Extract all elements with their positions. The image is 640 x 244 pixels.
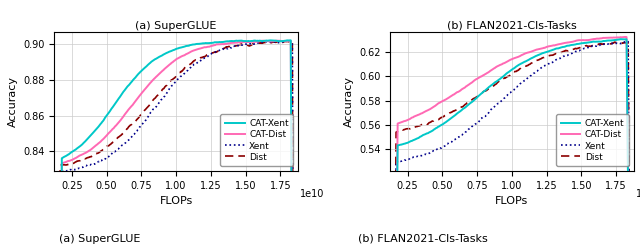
Xent bbox=[529, 72, 537, 75]
Line: CAT-Xent: CAT-Xent bbox=[394, 39, 630, 244]
CAT-Xent bbox=[161, 52, 169, 55]
CAT-Dist bbox=[568, 41, 575, 43]
Dist bbox=[193, 58, 201, 61]
Dist bbox=[287, 39, 294, 42]
Dist bbox=[212, 50, 220, 53]
Xent bbox=[232, 44, 240, 47]
CAT-Xent bbox=[115, 97, 122, 100]
Legend: CAT-Xent, CAT-Dist, Xent, Dist: CAT-Xent, CAT-Dist, Xent, Dist bbox=[220, 114, 293, 166]
CAT-Dist bbox=[96, 141, 104, 144]
CAT-Dist bbox=[212, 43, 220, 46]
CAT-Xent bbox=[616, 38, 624, 41]
Text: 1e10: 1e10 bbox=[636, 189, 640, 199]
CAT-Dist bbox=[432, 104, 440, 107]
CAT-Xent bbox=[212, 41, 220, 44]
CAT-Xent bbox=[287, 39, 294, 42]
Title: (a) SuperGLUE: (a) SuperGLUE bbox=[136, 21, 217, 31]
Dist bbox=[568, 48, 575, 51]
CAT-Dist bbox=[621, 35, 629, 38]
Xent bbox=[285, 39, 293, 42]
CAT-Dist bbox=[497, 63, 504, 66]
Xent bbox=[623, 40, 630, 43]
Dist bbox=[96, 151, 104, 153]
CAT-Xent bbox=[96, 124, 104, 127]
Xent bbox=[497, 100, 504, 103]
Dist bbox=[161, 85, 169, 88]
Line: Xent: Xent bbox=[394, 41, 630, 244]
CAT-Dist bbox=[548, 44, 556, 47]
Legend: CAT-Xent, CAT-Dist, Xent, Dist: CAT-Xent, CAT-Dist, Xent, Dist bbox=[556, 114, 629, 166]
Line: CAT-Dist: CAT-Dist bbox=[58, 41, 294, 244]
Dist bbox=[497, 78, 504, 81]
Xent bbox=[161, 95, 169, 98]
Xent bbox=[451, 138, 458, 141]
Dist bbox=[529, 61, 537, 64]
Xent bbox=[432, 149, 440, 152]
CAT-Xent bbox=[451, 114, 458, 117]
Dist bbox=[611, 41, 619, 43]
CAT-Dist bbox=[529, 50, 537, 52]
Line: Xent: Xent bbox=[58, 41, 294, 244]
CAT-Xent bbox=[193, 42, 201, 45]
CAT-Dist bbox=[115, 121, 122, 124]
CAT-Dist bbox=[161, 67, 169, 70]
X-axis label: FLOPs: FLOPs bbox=[159, 196, 193, 206]
Text: (a) SuperGLUE: (a) SuperGLUE bbox=[58, 234, 140, 244]
Xent bbox=[193, 61, 201, 64]
Title: (b) FLAN2021-Cls-Tasks: (b) FLAN2021-Cls-Tasks bbox=[447, 21, 577, 31]
Xent bbox=[568, 52, 575, 55]
CAT-Dist bbox=[232, 41, 240, 44]
Line: Dist: Dist bbox=[394, 42, 630, 244]
Text: (b) FLAN2021-Cls-Tasks: (b) FLAN2021-Cls-Tasks bbox=[358, 234, 487, 244]
Line: CAT-Dist: CAT-Dist bbox=[394, 37, 630, 244]
CAT-Dist bbox=[273, 39, 280, 42]
CAT-Dist bbox=[451, 92, 458, 95]
Xent bbox=[548, 61, 556, 64]
Dist bbox=[432, 119, 440, 122]
CAT-Xent bbox=[529, 56, 537, 59]
Y-axis label: Accuracy: Accuracy bbox=[8, 76, 18, 127]
CAT-Xent bbox=[548, 49, 556, 52]
Text: 1e10: 1e10 bbox=[300, 189, 324, 199]
Xent bbox=[96, 159, 104, 162]
Line: CAT-Xent: CAT-Xent bbox=[58, 40, 294, 244]
Xent bbox=[212, 51, 220, 53]
CAT-Xent bbox=[497, 77, 504, 80]
Dist bbox=[232, 44, 240, 47]
Dist bbox=[548, 54, 556, 57]
Y-axis label: Accuracy: Accuracy bbox=[344, 76, 353, 127]
Dist bbox=[115, 136, 122, 139]
Dist bbox=[451, 109, 458, 112]
X-axis label: FLOPs: FLOPs bbox=[495, 196, 529, 206]
CAT-Xent bbox=[432, 127, 440, 130]
Xent bbox=[115, 147, 122, 150]
Line: Dist: Dist bbox=[58, 41, 294, 244]
CAT-Xent bbox=[568, 43, 575, 46]
CAT-Dist bbox=[193, 48, 201, 51]
CAT-Xent bbox=[232, 39, 240, 42]
